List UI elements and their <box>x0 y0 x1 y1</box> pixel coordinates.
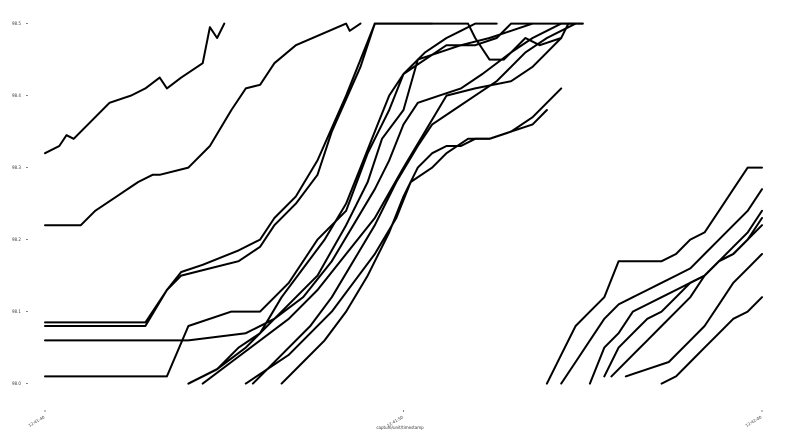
series-line-2 <box>44 22 362 227</box>
y-tick-label: 98.5 <box>12 21 21 26</box>
tick-labels: 98.098.198.298.398.498.512:41:40 12:41:50… <box>12 21 763 428</box>
series-line-1 <box>44 22 226 155</box>
x-tick-label: 12:42:00 <box>744 414 762 428</box>
series-line-6 <box>44 22 577 378</box>
y-tick-label: 98.3 <box>12 165 21 170</box>
y-tick-label: 98.0 <box>12 381 21 386</box>
series-line-10 <box>251 22 577 385</box>
series-line-12 <box>280 109 548 385</box>
x-tick-label: 12:41:40 <box>27 414 45 428</box>
series-line-8 <box>187 22 584 385</box>
series-line-19 <box>660 296 763 385</box>
y-tick-label: 98.2 <box>12 237 21 242</box>
series-line-11 <box>244 87 563 385</box>
series-line-18 <box>610 209 763 378</box>
series-line-3 <box>44 22 584 327</box>
series-line-9 <box>201 37 563 385</box>
x-axis-label: capture/unit/timestamp <box>376 425 424 430</box>
axes <box>26 23 763 412</box>
series-line-4 <box>44 22 434 324</box>
series-line-17 <box>624 253 763 378</box>
series-group <box>44 22 763 385</box>
series-line-5 <box>44 22 534 342</box>
series-line-16 <box>603 224 763 378</box>
series-line-13 <box>545 166 763 385</box>
series-line-14 <box>560 188 763 385</box>
y-tick-label: 98.4 <box>12 93 21 98</box>
y-tick-label: 98.1 <box>12 309 21 314</box>
series-line-7 <box>187 22 498 385</box>
